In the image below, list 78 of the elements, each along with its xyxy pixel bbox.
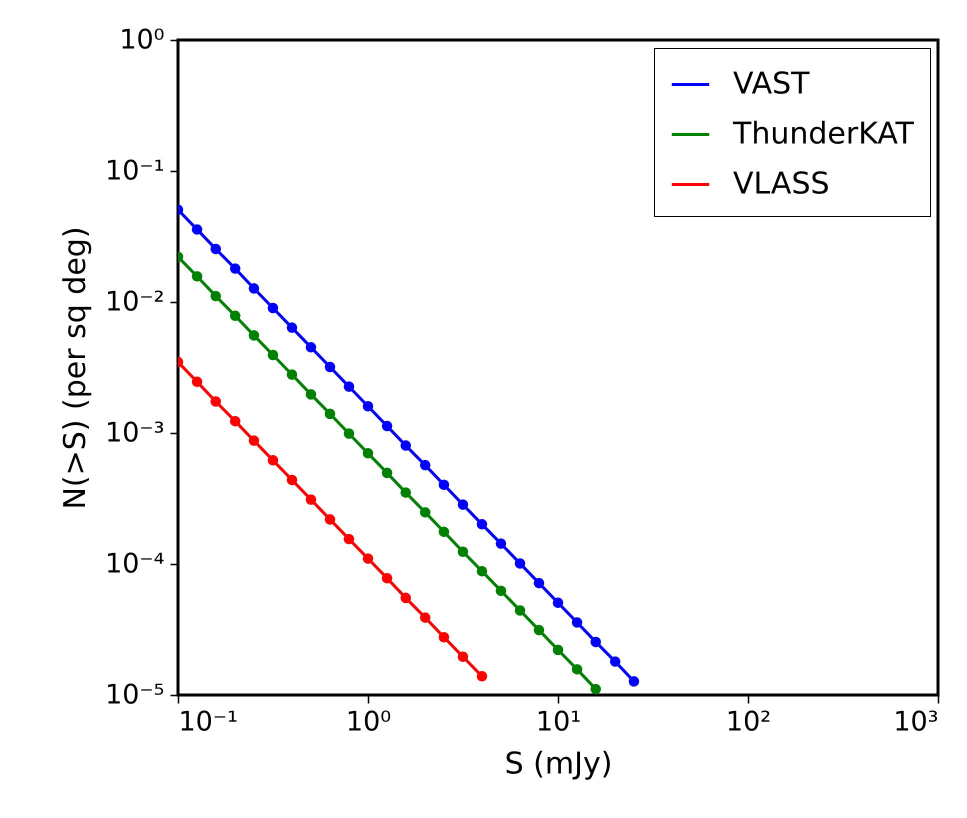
point (610, 656, 620, 667)
point (552, 598, 564, 608)
x-tick-label: 10² (726, 706, 772, 738)
x-tick-label: 10⁰ (346, 706, 392, 738)
point (362, 448, 374, 459)
point (420, 460, 430, 470)
legend-label: VAST (733, 66, 810, 102)
point (382, 572, 392, 584)
point (344, 381, 354, 392)
legend-label: VLASS (733, 166, 830, 202)
point (362, 553, 374, 564)
point (192, 224, 202, 235)
point (438, 480, 450, 490)
point (268, 350, 278, 360)
point (192, 376, 202, 388)
legend-label: ThunderKAT (732, 116, 915, 152)
point (496, 538, 506, 549)
y-tick-label: 10⁻³ (105, 418, 164, 448)
x-tick-label: 10¹ (536, 706, 582, 738)
y-tick-label: 10⁻² (105, 286, 164, 318)
y-tick-label: 10⁻⁵ (105, 680, 164, 710)
point (248, 283, 260, 294)
point (286, 369, 298, 380)
point (324, 408, 336, 420)
point (344, 428, 354, 439)
point (230, 416, 240, 426)
point (286, 474, 298, 486)
point (438, 632, 450, 642)
point (306, 494, 316, 505)
y-axis-title: N(>S) (per sq deg) (58, 226, 94, 510)
point (344, 534, 354, 544)
point (572, 664, 582, 675)
x-tick-label: 10⁻¹ (178, 706, 238, 738)
point (400, 440, 411, 451)
point (362, 401, 374, 412)
point (514, 558, 526, 569)
point (476, 519, 488, 530)
point (248, 435, 260, 446)
point (552, 644, 564, 656)
point (268, 455, 278, 466)
point (534, 578, 544, 588)
point (590, 636, 601, 648)
point (306, 342, 316, 353)
point (458, 546, 468, 557)
point (458, 651, 468, 662)
point (382, 420, 392, 432)
y-tick-label: 10⁰ (119, 24, 164, 56)
point (210, 290, 221, 302)
point (400, 592, 411, 604)
point (230, 310, 240, 322)
point (268, 302, 278, 314)
point (306, 389, 316, 400)
point (496, 586, 506, 596)
point (590, 684, 601, 694)
point (438, 526, 450, 538)
x-axis-title: S (mJy) (504, 746, 612, 782)
point (476, 671, 488, 682)
point (420, 507, 430, 518)
point (324, 362, 336, 372)
y-tick-label: 10⁻¹ (105, 156, 164, 186)
point (420, 612, 430, 623)
point (400, 487, 411, 498)
point (286, 322, 298, 333)
point (628, 676, 640, 687)
y-tick-label: 10⁻⁴ (105, 548, 164, 580)
point (230, 263, 240, 274)
point (324, 514, 336, 525)
point (476, 566, 488, 576)
point (192, 271, 202, 282)
x-tick-label: 10³ (893, 706, 938, 738)
point (382, 468, 392, 478)
point (534, 624, 544, 636)
point (458, 499, 468, 510)
point (248, 330, 260, 341)
point (572, 617, 582, 628)
point (514, 605, 526, 616)
point (210, 396, 221, 407)
point (210, 244, 221, 254)
